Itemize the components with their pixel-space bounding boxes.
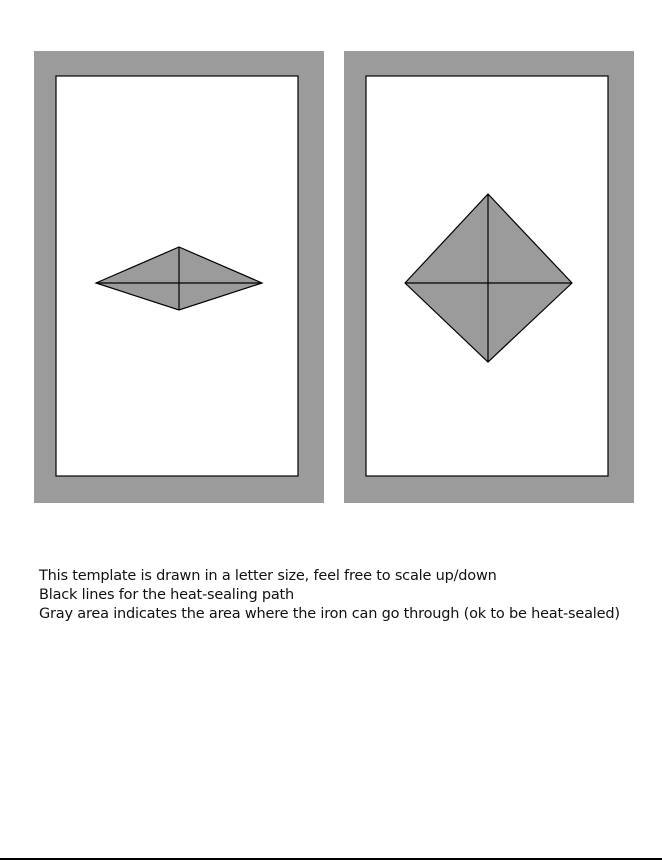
template-left-drawing: [34, 51, 324, 503]
note-gray-area: Gray area indicates the area where the i…: [39, 606, 620, 622]
note-black-lines: Black lines for the heat-sealing path: [39, 587, 295, 603]
page-bottom-rule: [0, 858, 662, 860]
template-right-drawing: [344, 51, 634, 503]
template-panel-right: [344, 51, 634, 503]
template-panel-left: [34, 51, 324, 503]
note-scale: This template is drawn in a letter size,…: [39, 568, 497, 584]
template-notes: This template is drawn in a letter size,…: [39, 567, 639, 624]
